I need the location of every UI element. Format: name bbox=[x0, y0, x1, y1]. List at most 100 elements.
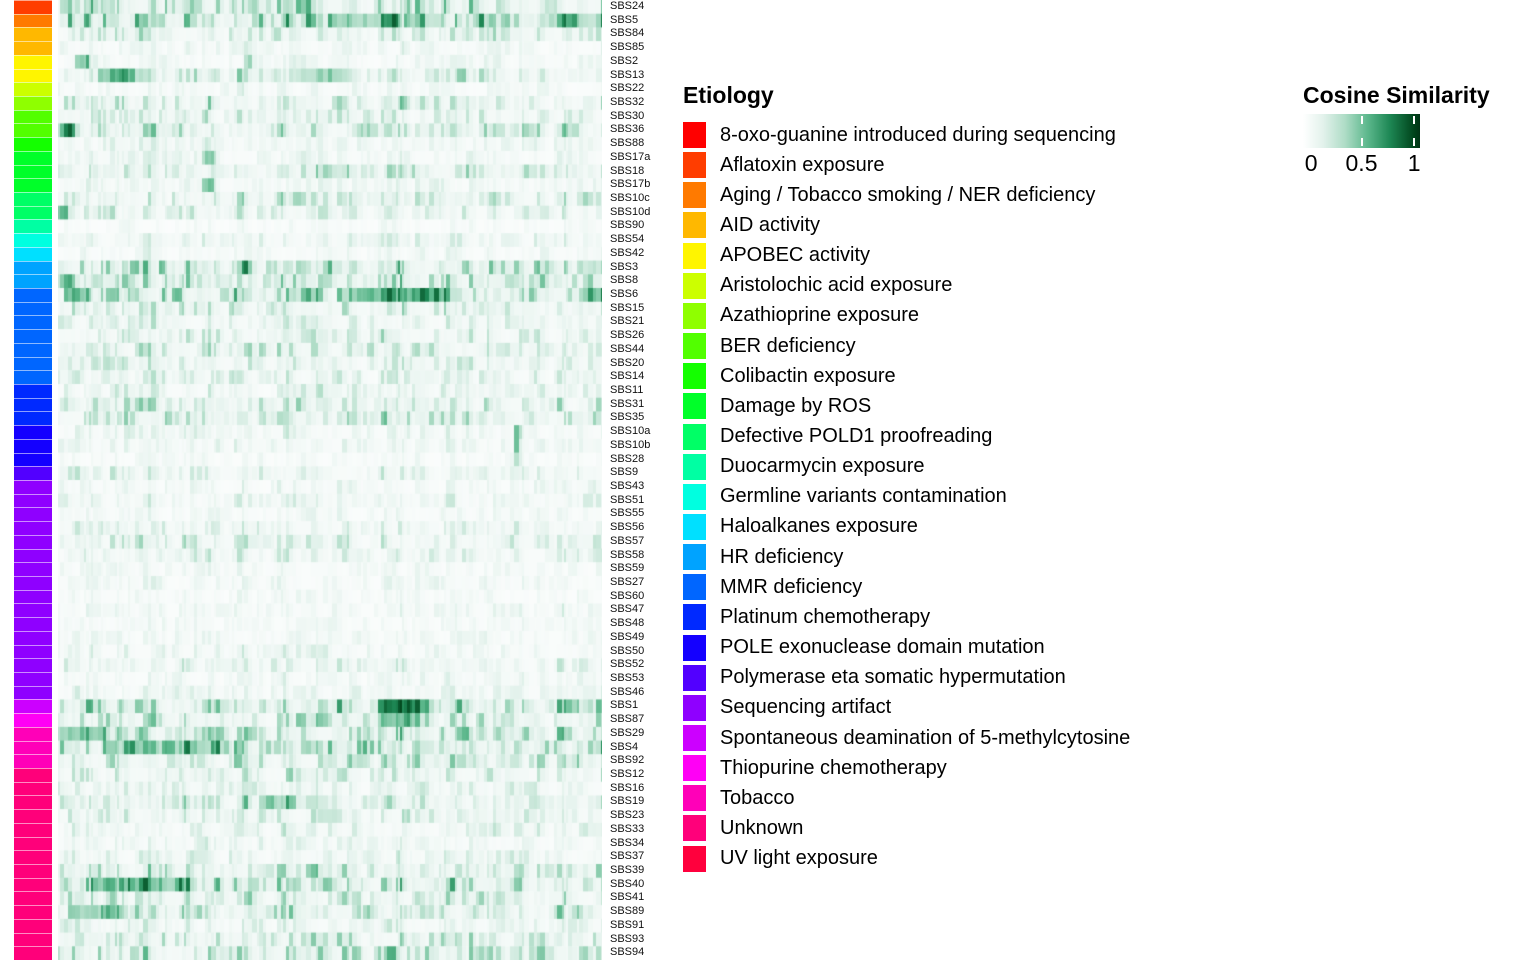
row-label: SBS28 bbox=[610, 452, 645, 465]
row-label: SBS40 bbox=[610, 877, 645, 890]
row-label: SBS35 bbox=[610, 411, 645, 424]
etiology-label: POLE exonuclease domain mutation bbox=[720, 636, 1045, 659]
etiology-annotation-cell bbox=[14, 740, 52, 755]
etiology-annotation-cell bbox=[14, 27, 52, 42]
etiology-swatch bbox=[683, 785, 706, 812]
etiology-annotation-cell bbox=[14, 0, 52, 14]
row-label: SBS6 bbox=[610, 288, 639, 300]
row-label: SBS29 bbox=[610, 726, 645, 739]
etiology-label: MMR deficiency bbox=[720, 575, 863, 598]
row-label: SBS58 bbox=[610, 548, 645, 561]
row-label: SBS46 bbox=[610, 685, 645, 698]
etiology-swatch bbox=[683, 122, 706, 148]
row-label: SBS12 bbox=[610, 768, 645, 780]
etiology-annotation-cell bbox=[14, 274, 52, 288]
etiology-label: HR deficiency bbox=[720, 545, 844, 568]
etiology-label: BER deficiency bbox=[720, 334, 856, 357]
etiology-annotation-cell bbox=[14, 150, 52, 165]
etiology-annotation-column bbox=[14, 0, 52, 960]
etiology-annotation-cell bbox=[14, 713, 52, 727]
etiology-label: Tobacco bbox=[720, 786, 795, 809]
etiology-annotation-cell bbox=[14, 342, 52, 357]
etiology-annotation-cell bbox=[14, 836, 52, 851]
etiology-swatch bbox=[683, 423, 706, 450]
etiology-label: Polymerase eta somatic hypermutation bbox=[720, 666, 1066, 689]
etiology-label: UV light exposure bbox=[720, 847, 878, 870]
etiology-annotation-cell bbox=[14, 493, 52, 508]
etiology-legend: Etiology 8-oxo-guanine introduced during… bbox=[683, 0, 1283, 960]
etiology-annotation-cell bbox=[14, 589, 52, 604]
etiology-swatch bbox=[683, 725, 706, 751]
etiology-swatch bbox=[683, 755, 706, 782]
row-label: SBS4 bbox=[610, 740, 639, 753]
row-label: SBS16 bbox=[610, 781, 645, 794]
etiology-legend-entry: Platinum chemotherapy bbox=[683, 604, 930, 631]
etiology-annotation-cell bbox=[14, 754, 52, 768]
row-label: SBS93 bbox=[610, 932, 645, 945]
cosine-tick-mark bbox=[1413, 116, 1416, 124]
etiology-annotation-cell bbox=[14, 164, 52, 179]
etiology-legend-entry: Sequencing artifact bbox=[683, 694, 892, 721]
cosine-tick-label: 1 bbox=[1407, 150, 1421, 176]
row-label: SBS19 bbox=[610, 795, 645, 808]
etiology-annotation-cell bbox=[14, 205, 52, 220]
cosine-legend-title: Cosine Similarity bbox=[1303, 82, 1490, 108]
etiology-annotation-cell bbox=[14, 548, 52, 563]
etiology-legend-title: Etiology bbox=[683, 82, 774, 108]
row-label: SBS52 bbox=[610, 658, 645, 671]
etiology-label: Damage by ROS bbox=[720, 394, 872, 417]
row-label: SBS87 bbox=[610, 713, 645, 726]
etiology-annotation-cell bbox=[14, 192, 52, 206]
row-label: SBS23 bbox=[610, 809, 645, 822]
etiology-swatch bbox=[683, 815, 706, 842]
etiology-annotation-cell bbox=[14, 521, 52, 535]
etiology-legend-entry: 8-oxo-guanine introduced during sequenci… bbox=[683, 122, 1116, 148]
etiology-annotation-cell bbox=[14, 795, 52, 810]
etiology-legend-entry: Aflatoxin exposure bbox=[683, 152, 885, 179]
row-label: SBS10d bbox=[610, 205, 651, 218]
row-label: SBS8 bbox=[610, 274, 639, 287]
etiology-annotation-cell bbox=[14, 809, 52, 823]
row-label: SBS10a bbox=[610, 425, 651, 438]
etiology-legend-entry: Haloalkanes exposure bbox=[683, 513, 918, 540]
row-label: SBS43 bbox=[610, 480, 645, 492]
etiology-annotation-cell bbox=[14, 685, 52, 700]
row-label: SBS51 bbox=[610, 493, 645, 506]
etiology-label: Aging / Tobacco smoking / NER deficiency bbox=[720, 183, 1096, 206]
row-label: SBS17b bbox=[610, 178, 651, 191]
etiology-annotation-cell bbox=[14, 109, 52, 124]
row-label: SBS9 bbox=[610, 466, 639, 479]
row-label: SBS24 bbox=[610, 0, 645, 12]
etiology-annotation-cell bbox=[14, 480, 52, 494]
etiology-annotation-cell bbox=[14, 452, 52, 467]
row-label: SBS39 bbox=[610, 864, 645, 876]
etiology-legend-entry: Aging / Tobacco smoking / NER deficiency bbox=[683, 182, 1096, 209]
row-label: SBS48 bbox=[610, 617, 645, 630]
etiology-label: Sequencing artifact bbox=[720, 696, 892, 719]
etiology-label: Spontaneous deamination of 5-methylcytos… bbox=[720, 726, 1131, 749]
etiology-legend-entry: Thiopurine chemotherapy bbox=[683, 755, 947, 782]
row-label: SBS88 bbox=[610, 137, 645, 150]
etiology-annotation-cell bbox=[14, 68, 52, 83]
etiology-legend-entry: POLE exonuclease domain mutation bbox=[683, 634, 1045, 661]
etiology-annotation-cell bbox=[14, 946, 52, 960]
etiology-legend-entry: AID activity bbox=[683, 212, 820, 239]
row-label: SBS85 bbox=[610, 41, 645, 54]
row-label: SBS94 bbox=[610, 946, 645, 959]
row-label: SBS89 bbox=[610, 905, 645, 918]
row-label: SBS90 bbox=[610, 219, 645, 232]
row-label: SBS44 bbox=[610, 342, 645, 355]
etiology-swatch bbox=[683, 182, 706, 209]
etiology-annotation-cell bbox=[14, 288, 52, 302]
etiology-annotation-cell bbox=[14, 123, 52, 138]
row-label: SBS60 bbox=[610, 589, 645, 602]
etiology-swatch bbox=[683, 483, 706, 510]
etiology-annotation-cell bbox=[14, 233, 52, 247]
row-label: SBS32 bbox=[610, 96, 645, 108]
etiology-annotation-cell bbox=[14, 397, 52, 412]
row-label: SBS27 bbox=[610, 576, 645, 588]
etiology-swatch bbox=[683, 333, 706, 360]
etiology-label: Germline variants contamination bbox=[720, 485, 1007, 508]
row-label: SBS22 bbox=[610, 82, 645, 95]
cosine-tick-label: 0 bbox=[1304, 150, 1318, 176]
